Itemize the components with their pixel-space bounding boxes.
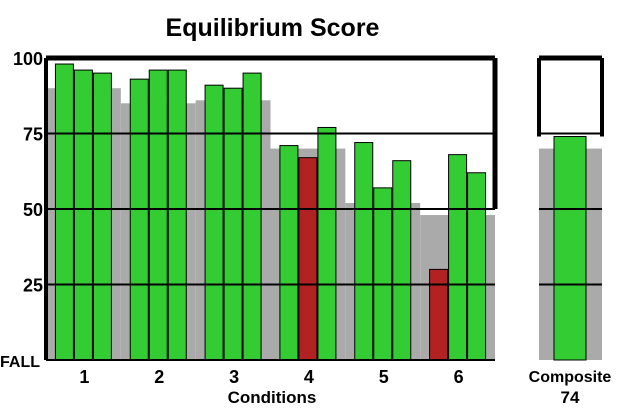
trial-bar — [73, 69, 93, 361]
y-tick-label: FALL — [0, 354, 40, 371]
y-tick-label: 25 — [23, 276, 43, 296]
chart-title: Equilibrium Score — [165, 14, 380, 42]
trial-bar — [373, 187, 393, 361]
trial-bar — [317, 126, 337, 361]
y-tick-label: 75 — [23, 125, 43, 145]
trial-bar — [223, 87, 243, 361]
fall-bar — [429, 268, 449, 361]
trial-bar — [242, 72, 262, 361]
trial-bar — [392, 160, 412, 361]
trial-bar — [129, 78, 149, 361]
composite-bar — [553, 136, 587, 361]
y-tick-label: 50 — [23, 200, 43, 220]
x-tick-label: 3 — [229, 367, 239, 387]
composite-value: 74 — [561, 388, 580, 407]
x-tick-label: 4 — [304, 367, 314, 387]
trial-bar — [204, 84, 224, 361]
x-tick-label: 6 — [454, 367, 464, 387]
fall-bar — [298, 157, 318, 361]
trial-bar — [467, 172, 487, 361]
x-tick-label: 1 — [79, 367, 89, 387]
x-tick-label: 5 — [379, 367, 389, 387]
trial-bar — [448, 154, 468, 361]
trial-bar — [148, 69, 168, 361]
trial-bar — [54, 63, 74, 361]
composite-label: Composite — [529, 369, 612, 386]
trial-bar — [167, 69, 187, 361]
y-tick-label: 100 — [13, 49, 43, 69]
x-axis-label: Conditions — [228, 388, 317, 407]
x-tick-label: 2 — [154, 367, 164, 387]
trial-bar — [354, 142, 374, 361]
trial-bar — [92, 72, 112, 361]
trial-bar — [279, 145, 299, 361]
